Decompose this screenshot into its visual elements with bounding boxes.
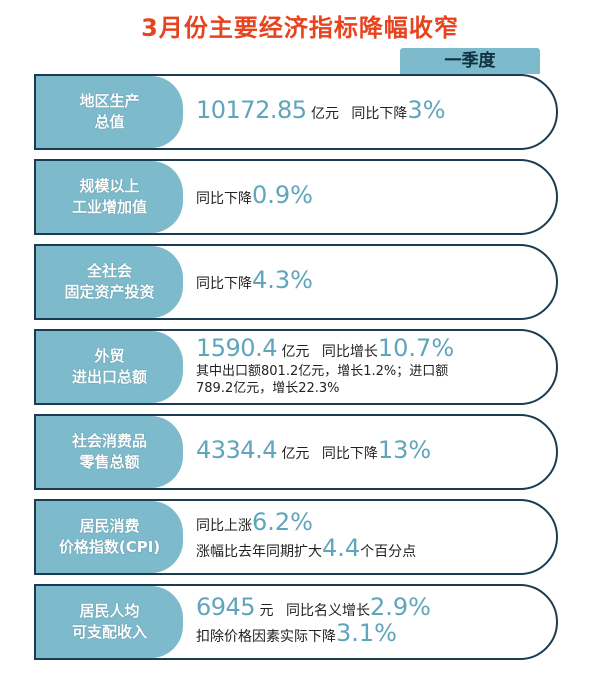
detail-line: 789.2亿元，增长22.3% — [196, 381, 340, 396]
change-value: 0.9% — [252, 181, 313, 209]
label-line: 社会消费品 — [71, 432, 147, 450]
season-tab: 一季度 — [400, 48, 540, 74]
extra-value: 4.4 — [322, 534, 361, 562]
indicator-row-foreign-trade: 外贸 进出口总额 1590.4 亿元 同比增长10.7% 其中出口额801.2亿… — [34, 329, 558, 405]
change-text: 同比下降 — [321, 446, 378, 462]
indicator-label: 社会消费品 零售总额 — [36, 416, 183, 488]
indicator-unit: 亿元 — [281, 446, 310, 462]
change-text: 同比下降 — [196, 276, 252, 292]
label-line: 可支配收入 — [71, 623, 147, 641]
indicator-row-cpi: 居民消费 价格指数(CPI) 同比上涨6.2% 涨幅比去年同期扩大4.4个百分点 — [34, 499, 558, 575]
indicator-value: 4334.4 — [196, 436, 277, 464]
indicator-content: 10172.85 亿元 同比下降3% — [196, 76, 526, 148]
change-value: 4.3% — [252, 266, 313, 294]
indicator-content: 4334.4 亿元 同比下降13% — [196, 416, 526, 488]
indicator-label: 全社会 固定资产投资 — [36, 246, 183, 318]
label-line: 价格指数(CPI) — [58, 538, 161, 556]
indicator-content: 6945 元 同比名义增长2.9% 扣除价格因素实际下降3.1% — [196, 586, 526, 658]
change-text: 同比上涨 — [196, 518, 252, 534]
extra-text: 扣除价格因素实际下降 — [196, 629, 336, 645]
change-value: 2.9% — [369, 593, 431, 621]
label-line: 总值 — [94, 113, 125, 131]
change-value: 6.2% — [252, 508, 313, 536]
change-text: 同比下降 — [351, 106, 408, 122]
indicator-value: 6945 — [196, 593, 256, 621]
indicator-row-income: 居民人均 可支配收入 6945 元 同比名义增长2.9% 扣除价格因素实际下降3… — [34, 584, 558, 660]
extra-value: 3.1% — [336, 619, 397, 647]
indicator-value: 10172.85 — [196, 96, 307, 124]
change-value: 10.7% — [377, 334, 455, 362]
change-value: 3% — [407, 96, 446, 124]
change-text: 同比下降 — [196, 191, 252, 207]
label-line: 地区生产 — [79, 92, 140, 110]
indicator-row-industrial: 规模以上 工业增加值 同比下降0.9% — [34, 159, 558, 235]
label-line: 外贸 — [94, 347, 125, 365]
label-line: 全社会 — [86, 262, 132, 280]
change-text: 同比名义增长 — [285, 603, 370, 619]
indicator-label: 规模以上 工业增加值 — [36, 161, 183, 233]
page-title: 3月份主要经济指标降幅收窄 — [141, 14, 459, 42]
indicator-row-gdp: 地区生产 总值 10172.85 亿元 同比下降3% — [34, 74, 558, 150]
indicator-label: 外贸 进出口总额 — [36, 331, 183, 403]
indicator-row-fixed-investment: 全社会 固定资产投资 同比下降4.3% — [34, 244, 558, 320]
indicator-label: 居民人均 可支配收入 — [36, 586, 183, 658]
label-line: 零售总额 — [79, 453, 140, 471]
indicator-unit: 亿元 — [310, 106, 339, 122]
indicator-content: 同比下降0.9% — [196, 161, 526, 233]
label-line: 工业增加值 — [71, 198, 147, 216]
label-line: 固定资产投资 — [64, 283, 155, 301]
change-text: 同比增长 — [321, 344, 378, 360]
label-line: 居民人均 — [79, 602, 140, 620]
indicator-label: 地区生产 总值 — [36, 76, 183, 148]
label-line: 进出口总额 — [71, 368, 147, 386]
label-line: 居民消费 — [79, 517, 140, 535]
indicator-unit: 亿元 — [281, 344, 310, 360]
indicator-unit: 元 — [259, 603, 274, 619]
change-value: 13% — [377, 436, 432, 464]
extra-text: 涨幅比去年同期扩大 — [196, 544, 322, 560]
extra-unit: 个百分点 — [360, 544, 417, 560]
label-line: 规模以上 — [79, 177, 140, 195]
indicator-content: 同比下降4.3% — [196, 246, 526, 318]
detail-line: 其中出口额801.2亿元，增长1.2%；进口额 — [196, 364, 449, 379]
indicator-value: 1590.4 — [196, 334, 277, 362]
indicator-label: 居民消费 价格指数(CPI) — [36, 501, 183, 573]
indicator-content: 同比上涨6.2% 涨幅比去年同期扩大4.4个百分点 — [196, 501, 526, 573]
indicator-row-retail: 社会消费品 零售总额 4334.4 亿元 同比下降13% — [34, 414, 558, 490]
indicator-content: 1590.4 亿元 同比增长10.7% 其中出口额801.2亿元，增长1.2%；… — [196, 331, 526, 403]
